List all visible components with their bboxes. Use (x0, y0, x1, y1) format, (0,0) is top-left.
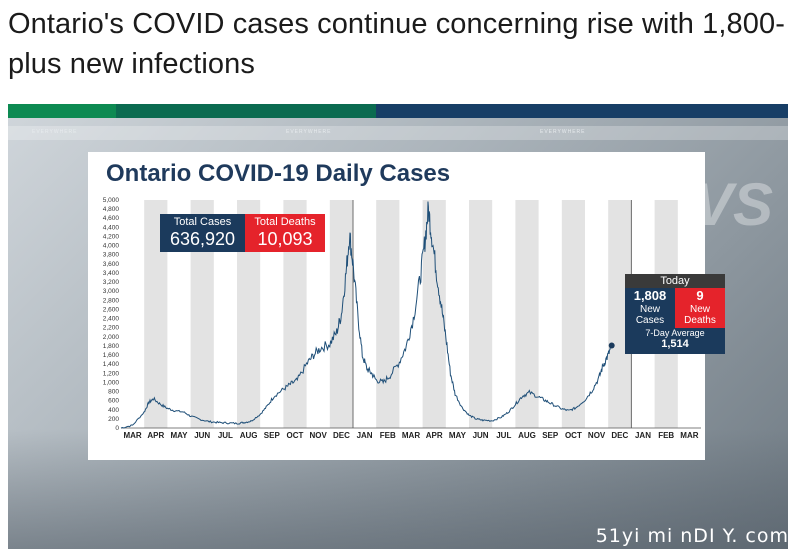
new-deaths-value: 9 (696, 288, 704, 303)
y-tick-label: 2,600 (103, 306, 120, 313)
x-tick-label: MAY (170, 431, 188, 440)
y-tick-label: 1,200 (103, 370, 120, 377)
x-tick-label: NOV (588, 431, 606, 440)
backdrop-top-bar (8, 126, 788, 140)
y-tick-label: 1,400 (103, 361, 120, 368)
total-cases-box: Total Cases 636,920 (160, 214, 245, 252)
x-tick-label: FEB (658, 431, 674, 440)
x-tick-label: OCT (565, 431, 582, 440)
y-tick-label: 0 (115, 425, 119, 432)
today-header: Today (625, 274, 725, 288)
x-tick-label: OCT (287, 431, 304, 440)
y-tick-label: 2,200 (103, 325, 120, 332)
backdrop-watermark-3: EVERYWHERE (540, 129, 586, 135)
x-tick-label: DEC (333, 431, 350, 440)
corner-watermark: 51yi mi nDI Y. com (595, 525, 789, 547)
x-tick-label: FEB (380, 431, 396, 440)
y-tick-label: 4,600 (103, 215, 120, 222)
y-tick-label: 4,000 (103, 243, 120, 250)
y-tick-label: 5,000 (103, 197, 120, 204)
y-tick-label: 1,600 (103, 352, 120, 359)
x-tick-label: DEC (611, 431, 628, 440)
y-tick-label: 3,600 (103, 261, 120, 268)
new-deaths-block: 9 New Deaths (675, 288, 725, 328)
stripe-green (8, 104, 116, 118)
new-cases-value: 1,808 (633, 288, 667, 303)
x-tick-label: APR (147, 431, 164, 440)
seven-day-avg-value: 1,514 (661, 338, 689, 350)
y-tick-label: 1,000 (103, 379, 120, 386)
total-cases-value: 636,920 (169, 229, 236, 249)
x-tick-label: JUN (194, 431, 210, 440)
new-cases-block: 1,808 New Cases (625, 288, 675, 328)
stripe-dark-green (116, 104, 376, 118)
x-tick-label: AUG (518, 431, 536, 440)
x-tick-label: MAR (402, 431, 420, 440)
daily-cases-line (120, 201, 613, 429)
total-deaths-label: Total Deaths (254, 216, 316, 228)
x-tick-label: SEP (542, 431, 559, 440)
month-band (561, 200, 585, 428)
y-tick-label: 600 (108, 398, 119, 405)
chart-title: Ontario COVID-19 Daily Cases (106, 160, 451, 187)
x-tick-label: JUN (473, 431, 489, 440)
y-tick-label: 2,400 (103, 316, 120, 323)
x-tick-label: NOV (310, 431, 328, 440)
stripe-navy (376, 104, 788, 118)
today-box: Today 1,808 New Cases 9 New Deaths 7-Day… (625, 274, 725, 354)
backdrop-watermark-1: EVERYWHERE (32, 129, 78, 135)
chart-panel: 0 200 400 600 800 1,000 1,200 1,400 1,600 1,800 2,… (88, 152, 725, 460)
y-tick-label: 3,800 (103, 252, 120, 259)
seven-day-avg-label: 7-Day Average (645, 328, 705, 338)
y-tick-label: 1,800 (103, 343, 120, 350)
y-tick-label: 2,000 (103, 334, 120, 341)
x-tick-label: MAR (123, 431, 141, 440)
x-tick-label: MAY (449, 431, 467, 440)
new-cases-label-2: Cases (635, 315, 665, 326)
new-deaths-label-2: Deaths (684, 315, 716, 326)
x-tick-label: JUL (218, 431, 233, 440)
month-band (515, 200, 539, 428)
x-tick-label: JAN (635, 431, 651, 440)
new-deaths-label-1: New (689, 304, 710, 315)
backdrop-brand-mark: VS (693, 171, 774, 238)
month-band (376, 200, 400, 428)
x-tick-label: MAR (680, 431, 698, 440)
month-band (283, 200, 307, 428)
month-band (237, 200, 261, 428)
y-tick-label: 4,800 (103, 206, 120, 213)
latest-point-marker (608, 342, 615, 349)
month-band (190, 200, 214, 428)
month-band (422, 200, 446, 428)
month-band (469, 200, 493, 428)
y-tick-label: 200 (108, 416, 119, 423)
y-tick-label: 2,800 (103, 297, 120, 304)
x-tick-label: JUL (496, 431, 511, 440)
y-tick-label: 3,000 (103, 288, 120, 295)
new-cases-label-1: New (639, 304, 660, 315)
x-tick-label: APR (426, 431, 443, 440)
x-tick-label: SEP (264, 431, 281, 440)
y-tick-label: 3,400 (103, 270, 120, 277)
y-tick-label: 4,200 (103, 233, 120, 240)
total-cases-label: Total Cases (173, 216, 232, 228)
y-tick-label: 4,400 (103, 224, 120, 231)
y-tick-label: 800 (108, 389, 119, 396)
month-band (144, 200, 168, 428)
month-band (608, 200, 632, 428)
y-tick-label: 400 (108, 407, 119, 414)
x-tick-label: AUG (240, 431, 258, 440)
x-tick-label: JAN (357, 431, 373, 440)
daily-cases-chart: 0 200 400 600 800 1,000 1,200 1,400 1,600 1,800 2,… (103, 197, 701, 440)
total-deaths-box: Total Deaths 10,093 (245, 214, 325, 252)
article-headline: Ontario's COVID cases continue concernin… (8, 8, 785, 80)
total-deaths-value: 10,093 (257, 229, 313, 249)
y-tick-label: 3,200 (103, 279, 120, 286)
backdrop-watermark-2: EVERYWHERE (286, 129, 332, 135)
